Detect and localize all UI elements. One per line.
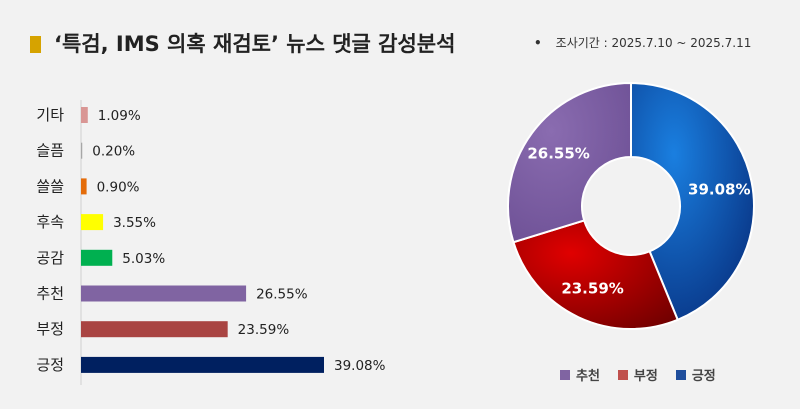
legend-swatch [617,369,628,380]
donut-value-label: 39.08% [688,181,750,199]
bar [81,214,104,231]
survey-period-text: 조사기간 : 2025.7.10 ~ 2025.7.11 [555,36,752,50]
donut-slice [507,81,632,244]
legend-item-recommend: 추천 [560,365,600,384]
bar-category-label: 긍정 [36,356,64,374]
bar-value-label: 5.03% [122,251,165,267]
donut-value-label: 23.59% [561,279,623,297]
bar [81,321,228,338]
bar [81,107,88,123]
bar [81,142,83,159]
bar-value-label: 26.55% [256,287,308,303]
bar-category-label: 추천 [36,285,64,303]
legend-label: 부정 [633,369,658,384]
legend-item-positive: 긍정 [675,365,716,384]
legend-label: 긍정 [691,369,716,384]
legend-swatch [560,369,570,380]
bar [81,178,87,195]
bar-category-label: 공감 [36,249,64,267]
bar-value-label: 0.90% [97,179,140,195]
donut-legend: 추천 부정 긍정 [560,365,716,384]
donut-slice [630,81,755,322]
bar [81,285,247,302]
survey-period: • 조사기간 : 2025.7.10 ~ 2025.7.11 [534,34,751,51]
sentiment-donut-chart: 39.08% 23.59% 26.55% [507,81,755,330]
bar-category-label: 기타 [36,106,64,124]
title-marker [30,36,41,53]
donut-slice [512,219,680,330]
bar [81,249,113,266]
legend-label: 추천 [576,369,600,384]
bar-value-label: 39.08% [334,358,386,374]
bar [81,356,324,373]
legend-swatch [675,369,686,380]
bar-category-label: 부정 [36,320,64,338]
bar-category-label: 후속 [36,213,64,231]
bar-value-label: 23.59% [238,322,290,338]
legend-item-negative: 부정 [617,365,658,384]
page-title: ‘특검, IMS 의혹 재검토’ 뉴스 댓글 감성분석 [54,32,456,56]
bar-category-label: 슬픔 [36,142,64,160]
bar-value-label: 0.20% [92,144,135,160]
donut-value-label: 26.55% [527,145,589,163]
sentiment-bar-chart: 기타 1.09% 슬픔 0.20% 쓸쓸 0.90% 후속 3.55% 공감 5.03% 추천 26.… [36,100,386,385]
bar-value-label: 3.55% [113,215,156,231]
bar-category-label: 쓸쓸 [36,177,64,195]
bar-value-label: 1.09% [98,108,141,124]
survey-bullet: • [534,36,542,50]
